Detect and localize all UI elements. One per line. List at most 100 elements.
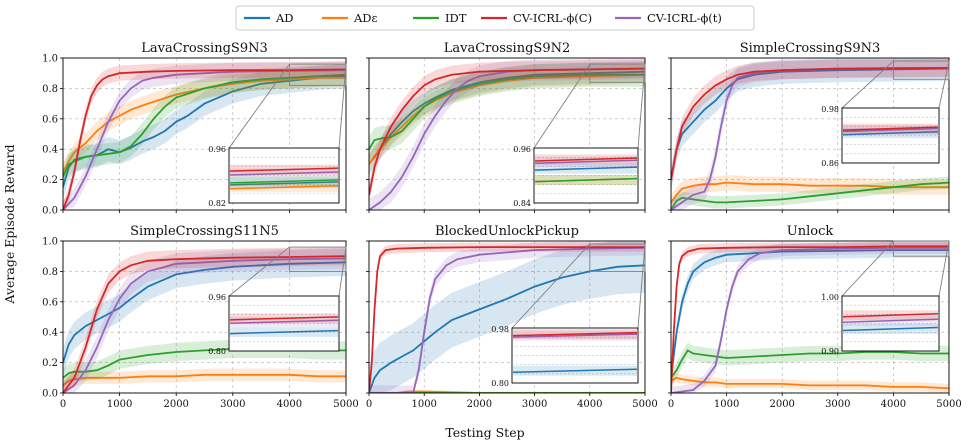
panel-simplecrossings11n5: 0.0 0.2 0.4 0.6 0.8 1.0 0 1000 2000 3000 4000 5000 S… <box>42 224 359 410</box>
band-cv-icrl-c <box>63 247 346 393</box>
series-group <box>369 58 645 210</box>
inset-line-cv-icrl-t <box>512 333 638 338</box>
x-tick-label: 4000 <box>577 399 602 410</box>
y-tick-label: 0.4 <box>42 145 58 156</box>
x-tick-label: 2000 <box>467 399 492 410</box>
band-cv-icrl-c <box>369 59 645 204</box>
band-cv-icrl-c <box>63 61 346 210</box>
zoom-region <box>288 63 347 86</box>
line-idt <box>671 181 949 210</box>
band-idt <box>671 342 949 386</box>
x-tick-label: 1000 <box>107 399 132 410</box>
line-cv-icrl-t <box>63 257 346 393</box>
inset-ytick-top: 1.00 <box>821 293 839 302</box>
zoom-connector <box>841 60 894 109</box>
line-ad <box>671 67 949 180</box>
band-ad <box>369 61 645 175</box>
zoom-connector <box>511 243 591 329</box>
axes-frame <box>368 240 646 394</box>
legend-label-cv-icrl-t: CV-ICRL-ϕ(t) <box>647 11 722 25</box>
line-ad <box>63 261 346 363</box>
panel-blockedunlockpickup: 0 1000 2000 3000 4000 5000 BlockedUnlockPickup… <box>366 224 658 410</box>
inset: 0.96 0.82 <box>208 145 340 208</box>
panel-title: LavaCrossingS9N3 <box>141 41 267 56</box>
zoom-region <box>288 246 347 272</box>
axes-frame <box>62 240 347 394</box>
inset-line-cv-icrl-t <box>534 159 638 164</box>
line-ad <box>369 264 645 393</box>
y-tick-label: 0.2 <box>42 175 58 186</box>
panel-unlock: 0 1000 2000 3000 4000 5000 Unlock 1.00 0.90 <box>668 224 962 410</box>
x-axis-label: Testing Step <box>445 425 524 440</box>
inset-line-cv-icrl-c <box>229 316 339 321</box>
line-cv-icrl-c <box>369 67 645 195</box>
zoom-connector <box>938 240 950 297</box>
line-ad <box>671 181 949 203</box>
x-tick-label: 0 <box>366 399 372 410</box>
band-ad <box>63 68 346 182</box>
line-cv-icrl-t <box>369 246 645 393</box>
line-cv-icrl-c <box>671 245 949 393</box>
band-ad <box>671 242 949 386</box>
inset-line-cv-icrl-t <box>229 319 339 325</box>
x-tick-label: 3000 <box>825 399 850 410</box>
inset-ytick-top: 0.98 <box>491 325 509 334</box>
zoom-connector <box>637 64 646 149</box>
x-tick-label: 5000 <box>632 399 657 410</box>
zoom-region <box>892 60 950 80</box>
series-group <box>671 58 949 210</box>
inset: 0.98 0.86 <box>821 105 940 168</box>
inset: 0.98 0.80 <box>491 325 639 388</box>
x-tick-label: 2000 <box>163 399 188 410</box>
inset-ytick-bottom: 0.84 <box>513 199 531 208</box>
zoom-region <box>589 243 646 272</box>
line-cv-icrl-c <box>369 246 645 393</box>
x-tick-label: 1000 <box>411 399 436 410</box>
y-tick-label: 0.6 <box>42 297 58 308</box>
zoom-connector <box>841 240 894 297</box>
panel-lavacrossings9n3: 0.00.20.40.60.81.0LavaCrossingS9N30.960.… <box>42 41 347 217</box>
inset-ytick-top: 0.98 <box>821 105 839 114</box>
x-tick-label: 4000 <box>881 399 906 410</box>
x-tick-label: 3000 <box>220 399 245 410</box>
band-cv-icrl-t <box>671 58 949 210</box>
y-tick-label: 0.6 <box>42 114 58 125</box>
band-cv-icrl-t <box>63 247 346 393</box>
line-ad <box>63 373 346 387</box>
x-tick-label: 2000 <box>769 399 794 410</box>
inset-line-cv-icrl-c <box>842 126 939 131</box>
inset-line-cv-icrl-c <box>534 157 638 162</box>
inset-line-idt <box>229 179 339 184</box>
inset: 0.96 0.80 <box>208 293 340 356</box>
inset-line-ad <box>229 181 339 186</box>
inset-line-cv-icrl-t <box>842 127 939 133</box>
band-ad <box>369 65 645 174</box>
zoom-connector <box>938 60 950 109</box>
y-tick-label: 1.0 <box>42 237 58 248</box>
axes-frame <box>670 240 950 394</box>
x-tick-label: 5000 <box>936 399 961 410</box>
y-tick-label: 0.8 <box>42 84 58 95</box>
line-cv-icrl-c <box>63 68 346 210</box>
line-ad <box>671 249 949 378</box>
inset-ytick-bottom: 0.86 <box>821 159 839 168</box>
band-idt <box>63 339 346 387</box>
line-idt <box>671 349 949 379</box>
panel-title: SimpleCrossingS11N5 <box>130 224 279 239</box>
y-tick-label: 0.8 <box>42 267 58 278</box>
zoom-connector <box>338 247 347 297</box>
band-cv-icrl-t <box>369 241 645 393</box>
inset-ytick-top: 0.96 <box>208 145 226 154</box>
legend-label-ad: ADε <box>353 11 378 25</box>
legend: AD ADε IDT CV-ICRL-ϕ(C) CV-ICRL-ϕ(t) <box>235 5 755 31</box>
inset-line-ad <box>229 329 339 335</box>
x-tick-label: 4000 <box>277 399 302 410</box>
line-ad <box>63 76 346 173</box>
zoom-connector <box>228 63 290 149</box>
panel-title: BlockedUnlockPickup <box>435 224 579 239</box>
legend-label-cv-icrl-c: CV-ICRL-ϕ(C) <box>513 11 592 25</box>
series-group <box>63 61 346 210</box>
zoom-region <box>589 63 646 83</box>
inset-line-idt <box>534 177 638 183</box>
line-idt <box>63 73 346 177</box>
